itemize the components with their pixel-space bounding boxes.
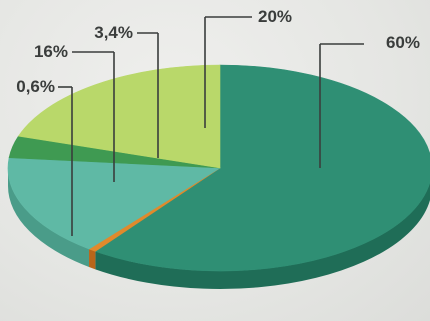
pie-tops [7,64,430,272]
slice-label-60: 60% [386,33,420,52]
pie-slice-16 [7,157,221,250]
pie-sides [8,168,430,289]
slice-label-16: 16% [34,42,68,61]
pie-side-0-6 [89,248,96,270]
slice-label-20: 20% [258,7,292,26]
pie-slice-20 [17,64,221,169]
slice-labels: 60% 0,6% 16% 3,4% 20% [16,7,420,96]
pie-side-16 [8,168,90,267]
pie-slice-60 [94,64,430,272]
slice-label-0-6: 0,6% [16,77,55,96]
pie-side-60 [95,181,430,289]
leader-lines [58,16,364,236]
slice-label-3-4: 3,4% [94,23,133,42]
